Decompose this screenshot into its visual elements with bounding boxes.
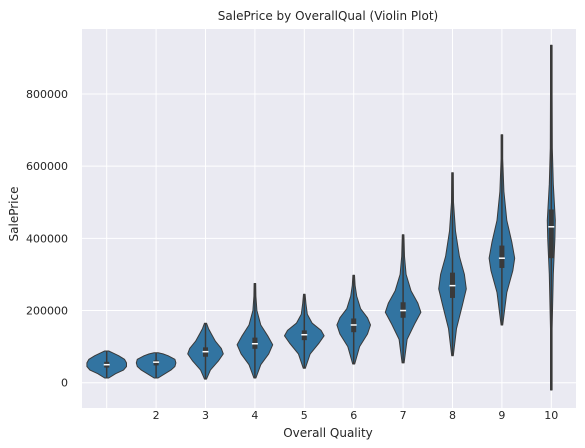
violins <box>86 44 556 391</box>
y-axis-ticks: 0 200000 400000 600000 800000 <box>26 88 68 390</box>
y-tick-label: 800000 <box>26 88 68 101</box>
chart-title: SalePrice by OverallQual (Violin Plot) <box>218 9 438 23</box>
y-axis-label: SalePrice <box>7 187 21 242</box>
x-tick-label: 7 <box>400 409 407 422</box>
y-tick-label: 200000 <box>26 305 68 318</box>
x-tick-label: 6 <box>350 409 357 422</box>
plot-area <box>82 29 576 408</box>
y-tick-label: 400000 <box>26 232 68 245</box>
violin-box <box>548 209 554 259</box>
y-tick-label: 600000 <box>26 160 68 173</box>
x-tick-label: 10 <box>544 409 558 422</box>
y-tick-label: 0 <box>61 377 68 390</box>
violin-box <box>499 245 505 268</box>
x-axis-ticks: 2 3 4 5 6 7 8 9 10 <box>153 409 559 422</box>
x-tick-label: 2 <box>153 409 160 422</box>
x-tick-label: 4 <box>251 409 258 422</box>
x-tick-label: 8 <box>449 409 456 422</box>
x-tick-label: 3 <box>202 409 209 422</box>
x-tick-label: 5 <box>301 409 308 422</box>
x-tick-label: 9 <box>498 409 505 422</box>
x-axis-label: Overall Quality <box>283 426 373 440</box>
